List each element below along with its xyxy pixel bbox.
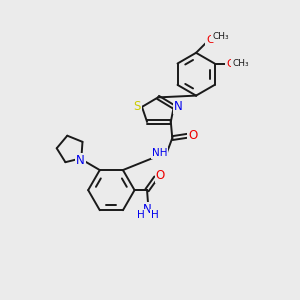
Text: N: N	[174, 100, 183, 113]
Text: H: H	[151, 210, 159, 220]
Text: N: N	[143, 203, 152, 216]
Text: S: S	[134, 100, 141, 113]
Text: O: O	[156, 169, 165, 182]
Text: NH: NH	[152, 148, 167, 158]
Text: H: H	[136, 210, 144, 220]
Text: CH₃: CH₃	[212, 32, 229, 41]
Text: O: O	[188, 129, 197, 142]
Text: O: O	[206, 35, 215, 45]
Text: CH₃: CH₃	[232, 59, 249, 68]
Text: N: N	[76, 154, 85, 167]
Text: O: O	[226, 58, 235, 68]
